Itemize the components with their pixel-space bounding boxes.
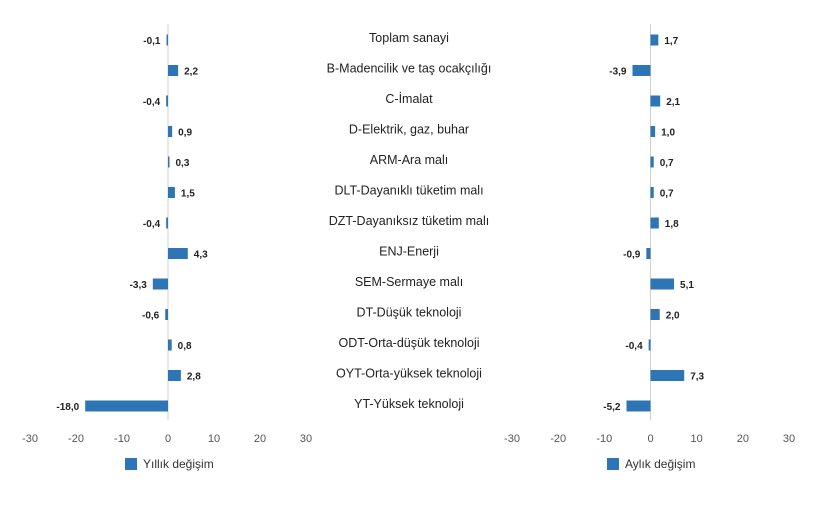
bar xyxy=(650,278,675,290)
tick-label: -20 xyxy=(550,433,566,445)
category-labels: Toplam sanayi B-Madencilik ve taş ocakçıl… xyxy=(327,31,492,411)
category-label: OYT-Orta-yüksek teknoloji xyxy=(336,367,482,381)
bar xyxy=(168,65,179,76)
tick-label: 10 xyxy=(691,433,703,445)
data-label: -0,9 xyxy=(623,250,641,261)
bar xyxy=(152,278,168,290)
category-label: B-Madencilik ve taş ocakçılığı xyxy=(327,62,492,76)
category-label: ARM-Ara malı xyxy=(370,153,448,167)
bar xyxy=(168,126,173,137)
category-label: ENJ-Enerji xyxy=(379,245,439,259)
legend-swatch xyxy=(125,458,137,470)
tick-label: 20 xyxy=(737,433,749,445)
bar xyxy=(650,309,660,320)
bar xyxy=(632,65,651,76)
bar xyxy=(166,95,168,107)
bar xyxy=(168,370,181,381)
legend-label: Yıllık değişim xyxy=(143,457,214,471)
data-label: -0,4 xyxy=(143,97,161,108)
data-label: 1,7 xyxy=(664,36,678,47)
data-label: 2,2 xyxy=(184,67,198,78)
tick-label: -10 xyxy=(114,433,130,445)
bar xyxy=(646,248,651,259)
data-label: -5,2 xyxy=(603,402,621,413)
tick-label: -30 xyxy=(504,433,520,445)
data-label: 0,7 xyxy=(660,158,674,169)
data-label: 2,8 xyxy=(187,372,201,383)
monthly-change-chart: 1,7 -3,9 2,1 1,0 0,7 0,7 1,8 -0,9 5,1 2,0 -0,4 7,3 -… xyxy=(504,24,795,445)
data-label: 0,3 xyxy=(176,158,190,169)
category-label: DLT-Dayanıklı tüketim malı xyxy=(334,184,483,198)
category-label: DZT-Dayanıksız tüketim malı xyxy=(329,214,489,228)
data-label: 1,5 xyxy=(181,189,195,200)
legend-yearly: Yıllık değişim xyxy=(125,457,214,471)
data-label: 0,8 xyxy=(178,341,192,352)
data-label: 2,0 xyxy=(666,311,680,322)
bar xyxy=(650,126,656,137)
bar xyxy=(650,187,654,198)
bar xyxy=(650,370,685,381)
bar xyxy=(168,156,170,168)
category-label: Toplam sanayi xyxy=(369,31,449,45)
tick-label: 0 xyxy=(647,433,653,445)
bar xyxy=(648,339,651,351)
data-label: 0,7 xyxy=(660,189,674,200)
tick-label: -30 xyxy=(22,433,38,445)
bar xyxy=(165,309,168,320)
bar xyxy=(168,248,188,259)
tick-label: -20 xyxy=(68,433,84,445)
yearly-change-chart: -0,1 2,2 -0,4 0,9 0,3 1,5 -0,4 4,3 -3,3 -0,6 0,8 2,… xyxy=(22,24,312,445)
tick-label: 30 xyxy=(783,433,795,445)
category-label: D-Elektrik, gaz, buhar xyxy=(349,123,469,137)
legend-monthly: Aylık değişim xyxy=(607,457,695,471)
data-label: -0,6 xyxy=(142,311,160,322)
data-label: 7,3 xyxy=(690,372,704,383)
category-label: ODT-Orta-düşük teknoloji xyxy=(338,336,479,350)
data-label: 1,8 xyxy=(665,219,679,230)
bar xyxy=(650,217,659,229)
tick-label: 0 xyxy=(165,433,171,445)
tick-label: -10 xyxy=(596,433,612,445)
bar xyxy=(650,34,659,46)
bar xyxy=(168,187,175,198)
bar xyxy=(166,217,168,229)
tick-label: 20 xyxy=(254,433,266,445)
bar xyxy=(168,339,172,351)
data-label: -3,3 xyxy=(130,280,148,291)
bar xyxy=(626,400,651,412)
bar xyxy=(166,34,168,46)
tick-label: 30 xyxy=(300,433,312,445)
category-label: C-İmalat xyxy=(385,92,433,106)
data-label: 0,9 xyxy=(178,128,192,139)
data-label: -0,1 xyxy=(143,36,161,47)
bar xyxy=(650,156,654,168)
data-label: -0,4 xyxy=(625,341,643,352)
data-label: -0,4 xyxy=(143,219,161,230)
data-label: 1,0 xyxy=(661,128,675,139)
category-label: DT-Düşük teknoloji xyxy=(357,306,462,320)
legend-swatch xyxy=(607,458,619,470)
data-label: -18,0 xyxy=(56,402,79,413)
bar xyxy=(650,95,661,107)
data-label: 2,1 xyxy=(666,97,680,108)
category-label: SEM-Sermaye malı xyxy=(355,275,463,289)
bar xyxy=(85,400,168,412)
data-label: 4,3 xyxy=(194,250,208,261)
tick-label: 10 xyxy=(208,433,220,445)
data-label: -3,9 xyxy=(609,67,627,78)
legend-label: Aylık değişim xyxy=(625,457,696,471)
category-label: YT-Yüksek teknoloji xyxy=(354,397,464,411)
data-label: 5,1 xyxy=(680,280,694,291)
